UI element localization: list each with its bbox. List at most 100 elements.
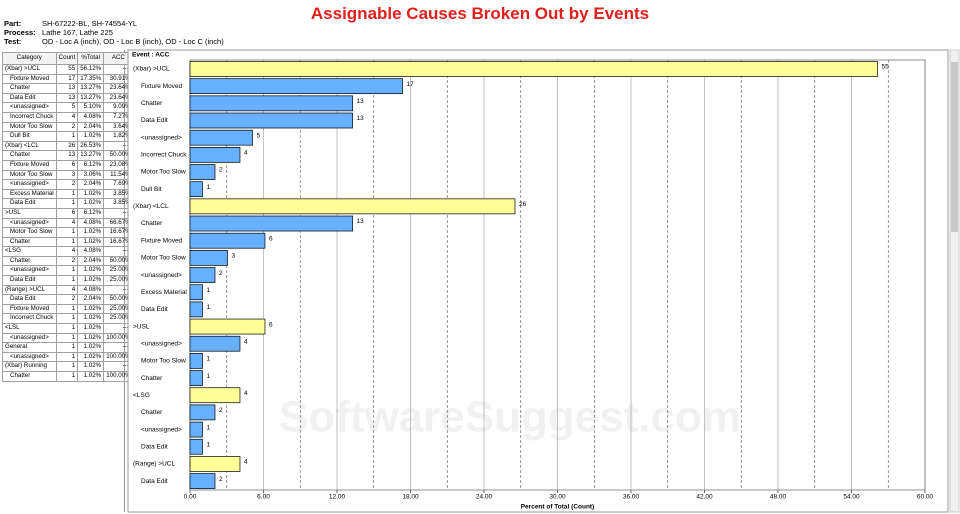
bar xyxy=(189,404,216,421)
category-label: Data Edit xyxy=(141,478,168,485)
category-label: Fixture Moved xyxy=(141,83,183,90)
x-tick-label: 30.00 xyxy=(549,494,566,501)
data-label: 3 xyxy=(231,253,235,260)
table-row: <LSG 4 4.08% ---- xyxy=(2,246,134,257)
bar xyxy=(189,335,241,352)
category-label: Chatter xyxy=(141,100,163,107)
bar xyxy=(189,181,203,198)
bar xyxy=(189,353,203,369)
bar xyxy=(189,387,241,404)
bar xyxy=(189,129,253,146)
bar xyxy=(189,318,266,335)
bar xyxy=(189,284,203,301)
x-tick-label: 18.00 xyxy=(402,494,419,501)
bar xyxy=(189,198,516,215)
category-label: (Xbar) <LCL xyxy=(133,203,169,210)
column-header: ACC xyxy=(103,52,134,65)
table-row: >USL 6 6.12% ---- xyxy=(2,207,134,219)
table-row: Chatter 1 1.02% 100.00% xyxy=(2,371,134,382)
data-label: 4 xyxy=(244,390,248,397)
bar xyxy=(189,95,353,112)
bar xyxy=(189,438,203,455)
category-label: >USL xyxy=(133,323,150,330)
category-label: Data Edit xyxy=(141,117,168,124)
data-label: 4 xyxy=(244,150,248,157)
data-label: 2 xyxy=(219,407,223,414)
category-label: Chatter xyxy=(141,220,163,227)
category-label: Motor Too Slow xyxy=(141,358,186,365)
x-tick-label: 0.00 xyxy=(184,494,197,501)
table-row: Motor Too Slow 3 3.06% 11.54% xyxy=(2,169,134,181)
title: Assignable Causes Broken Out by Events xyxy=(310,4,650,23)
data-label: 1 xyxy=(206,424,210,431)
data-label: 13 xyxy=(357,98,365,105)
table-row: <unassigned> 1 1.02% 100.00% xyxy=(2,351,134,363)
category-label: Motor Too Slow xyxy=(141,169,186,176)
chart-title: Event : ACC xyxy=(132,52,170,59)
data-label: 2 xyxy=(219,476,223,483)
category-label: (Xbar) >UCL xyxy=(133,66,170,73)
x-tick-label: 42.00 xyxy=(696,494,713,501)
x-tick-label: 54.00 xyxy=(843,494,860,501)
data-label: 1 xyxy=(206,441,210,448)
data-label: 17 xyxy=(407,81,415,88)
header-field: Part: SH-67222-BL, SH-74554-YL xyxy=(4,19,137,28)
category-label: Data Edit xyxy=(141,306,168,313)
bar xyxy=(189,112,353,129)
bar xyxy=(189,232,266,249)
column-header: Category xyxy=(2,52,57,65)
category-label: <unassigned> xyxy=(141,134,182,141)
watermark: SoftwareSuggest.com xyxy=(279,393,741,442)
data-label: 26 xyxy=(519,201,527,208)
category-label: Excess Material xyxy=(141,289,187,296)
table-row: Fixture Moved 1 1.02% 25.00% xyxy=(2,303,134,315)
bar xyxy=(189,78,403,95)
bar xyxy=(189,267,216,283)
x-tick-label: 36.00 xyxy=(623,494,640,501)
data-label: 6 xyxy=(269,321,273,328)
scrollbar-thumb[interactable] xyxy=(951,62,958,232)
scrollbar[interactable] xyxy=(949,49,960,513)
column-header: %Total xyxy=(77,52,105,65)
data-label: 2 xyxy=(219,270,223,277)
field-value: OD - Loc A (inch), OD - Loc B (inch), OD… xyxy=(42,37,224,46)
bar xyxy=(189,301,203,318)
bar xyxy=(189,164,216,180)
category-label: <unassigned> xyxy=(141,426,182,433)
category-label: Motor Too Slow xyxy=(141,255,186,262)
x-tick-label: 48.00 xyxy=(770,494,787,501)
table-row: <unassigned> 1 1.02% 100.00% xyxy=(2,332,134,344)
data-label: 2 xyxy=(219,167,223,174)
bar xyxy=(189,456,241,472)
x-axis-title: Percent of Total (Count) xyxy=(521,504,595,511)
data-label: 1 xyxy=(206,356,210,363)
x-tick-label: 12.00 xyxy=(329,494,346,501)
category-label: <unassigned> xyxy=(141,272,182,279)
bar xyxy=(189,61,878,77)
category-label: Incorrect Chuck xyxy=(141,152,187,159)
category-label: Chatter xyxy=(141,409,163,416)
field-value: Lathe 167, Lathe 225 xyxy=(42,28,113,37)
table-row: Incorrect Chuck 1 1.02% 25.00% xyxy=(2,313,134,325)
data-label: 13 xyxy=(357,115,365,122)
data-label: 4 xyxy=(244,459,248,466)
bar xyxy=(189,147,241,163)
data-label: 6 xyxy=(269,235,273,242)
data-label: 5 xyxy=(256,132,260,139)
bar xyxy=(189,421,203,438)
header-field: Test: OD - Loc A (inch), OD - Loc B (inch… xyxy=(4,37,224,46)
x-tick-label: 24.00 xyxy=(476,494,493,501)
header-field: Process: Lathe 167, Lathe 225 xyxy=(4,28,113,37)
field-label: Test: xyxy=(4,37,22,46)
field-value: SH-67222-BL, SH-74554-YL xyxy=(42,19,138,28)
table-cell: Chatter xyxy=(2,371,57,382)
summary-table: Category Count %Total ACC (Xbar) >UCL 55 56.12… xyxy=(2,52,134,382)
category-label: Dull Bit xyxy=(141,186,162,193)
data-label: 1 xyxy=(206,287,210,294)
category-label: <LSG xyxy=(133,392,150,399)
category-label: Fixture Moved xyxy=(141,237,183,244)
bar xyxy=(189,250,228,266)
category-label: <unassigned> xyxy=(141,340,182,347)
